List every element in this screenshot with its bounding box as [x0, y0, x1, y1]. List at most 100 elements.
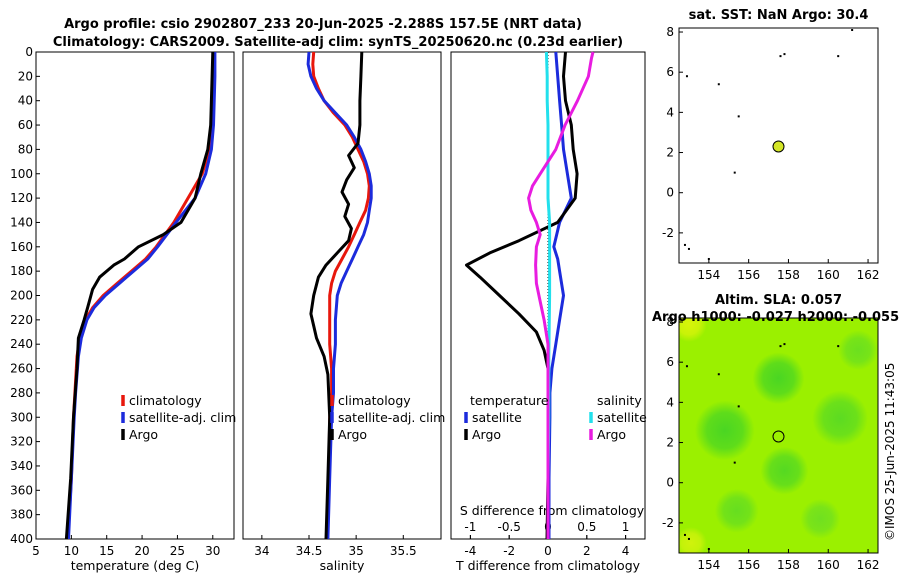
- land-island: [707, 547, 710, 550]
- x-tick-label: 35.5: [390, 544, 417, 558]
- y-tick-label: 6: [666, 65, 674, 79]
- x-tick-label: 15: [99, 544, 114, 558]
- sla-anomaly-patch: [694, 400, 755, 461]
- y-tick-label: 140: [10, 215, 33, 229]
- sla-anomaly-patch: [679, 527, 707, 553]
- y-tick-label: 340: [10, 459, 33, 473]
- land-island: [783, 53, 786, 56]
- legend-label: satellite: [472, 410, 522, 425]
- legend-label: Argo: [338, 427, 367, 442]
- map-title: sat. SST: NaN Argo: 30.4: [689, 8, 869, 23]
- x-tick-label: 5: [32, 544, 40, 558]
- sla-anomaly-patch: [760, 446, 809, 495]
- land-island: [837, 345, 840, 348]
- x-tick-label: 2: [583, 544, 591, 558]
- x-tick-label: 158: [777, 558, 800, 572]
- copyright-label: ©IMOS 25-Jun-2025 11:43:05: [883, 363, 897, 541]
- top-axis-tick-label: 0.5: [577, 520, 596, 534]
- figure-title-line1: Argo profile: csio 2902807_233 20-Jun-20…: [64, 17, 582, 32]
- sla-field: [679, 318, 878, 553]
- x-tick-label: 0: [544, 544, 552, 558]
- plot-area: [242, 51, 442, 540]
- top-axis-tick-label: -0.5: [497, 520, 520, 534]
- x-tick-label: 162: [857, 558, 880, 572]
- sst-map-panel: 154 156 158 160 162 -2 0 2 4 6 8 sat. SST: NaN Argo…: [662, 8, 879, 282]
- series-line-3: [309, 51, 364, 540]
- sla-anomaly-patch: [679, 318, 707, 342]
- y-tick-label: 160: [10, 240, 33, 254]
- land-island: [687, 537, 690, 540]
- y-tick-label: 0: [666, 186, 674, 200]
- y-tick-label: 400: [10, 532, 33, 546]
- top-axis-tick-label: 1: [622, 520, 630, 534]
- x-tick-label: 4: [622, 544, 630, 558]
- y-tick-label: 120: [10, 191, 33, 205]
- sla-anomaly-patch: [800, 498, 841, 539]
- land-island: [737, 115, 740, 118]
- y-tick-label: 4: [666, 105, 674, 119]
- x-tick-label: 162: [857, 268, 880, 282]
- x-axis-label: temperature (deg C): [71, 558, 200, 573]
- land-island: [783, 343, 786, 346]
- y-tick-label: 300: [10, 410, 33, 424]
- legend-label: Argo: [129, 427, 158, 442]
- legend-label: Argo: [597, 427, 626, 442]
- x-tick-label: 10: [64, 544, 79, 558]
- legend-label: satellite-adj. clim: [129, 410, 236, 425]
- map-title-line1: Altim. SLA: 0.057: [715, 293, 842, 308]
- land-island: [683, 243, 686, 246]
- sla-anomaly-patch: [838, 330, 878, 371]
- y-tick-label: 4: [666, 395, 674, 409]
- x-tick-label: 20: [134, 544, 149, 558]
- legend-title: salinity: [597, 393, 642, 408]
- land-island: [779, 55, 782, 58]
- temperature-panel: 5 10 15 20 25 3002040608010012014016018020022…: [10, 45, 236, 573]
- x-tick-label: -2: [503, 544, 515, 558]
- land-island: [779, 345, 782, 348]
- y-tick-label: 220: [10, 313, 33, 327]
- land-island: [733, 171, 736, 174]
- x-tick-label: 158: [777, 268, 800, 282]
- y-tick-label: 2: [666, 436, 674, 450]
- x-tick-label: 160: [817, 268, 840, 282]
- top-axis-label: S difference from climatology: [460, 503, 645, 518]
- land-island: [687, 247, 690, 250]
- x-tick-label: 160: [817, 558, 840, 572]
- argo-float-marker: [772, 140, 785, 153]
- legend-label: Argo: [472, 427, 501, 442]
- x-tick-label: 154: [697, 268, 720, 282]
- x-tick-label: -4: [464, 544, 476, 558]
- x-tick-label: 34: [254, 544, 269, 558]
- y-tick-label: 40: [18, 94, 33, 108]
- x-tick-label: 25: [170, 544, 185, 558]
- legend-title: temperature: [470, 393, 549, 408]
- land-island: [685, 365, 688, 368]
- land-island: [733, 461, 736, 464]
- y-tick-label: 180: [10, 264, 33, 278]
- land-island: [683, 533, 686, 536]
- land-island: [737, 405, 740, 408]
- y-tick-label: 8: [666, 315, 674, 329]
- series-line-3: [64, 51, 215, 540]
- y-tick-label: 240: [10, 337, 33, 351]
- y-tick-label: 380: [10, 508, 33, 522]
- legend-label: climatology: [129, 393, 202, 408]
- y-tick-label: 320: [10, 435, 33, 449]
- y-tick-label: 8: [666, 25, 674, 39]
- y-tick-label: 80: [18, 142, 33, 156]
- map-frame: [678, 317, 879, 554]
- legend-label: satellite: [597, 410, 647, 425]
- x-tick-label: 30: [205, 544, 220, 558]
- y-tick-label: 100: [10, 167, 33, 181]
- y-tick-label: 2: [666, 146, 674, 160]
- salinity-panel: 34 34.5 35 35.5 salinity climatology satellite…: [242, 51, 445, 573]
- y-tick-label: 200: [10, 289, 33, 303]
- x-tick-label: 35: [349, 544, 364, 558]
- map-title-line2: Argo h1000: -0.027 h2000: -0.055: [652, 310, 899, 325]
- y-tick-label: 0: [25, 45, 33, 59]
- sla-anomaly-patch: [812, 390, 869, 447]
- land-island: [717, 373, 720, 376]
- top-axis-tick-label: -1: [464, 520, 476, 534]
